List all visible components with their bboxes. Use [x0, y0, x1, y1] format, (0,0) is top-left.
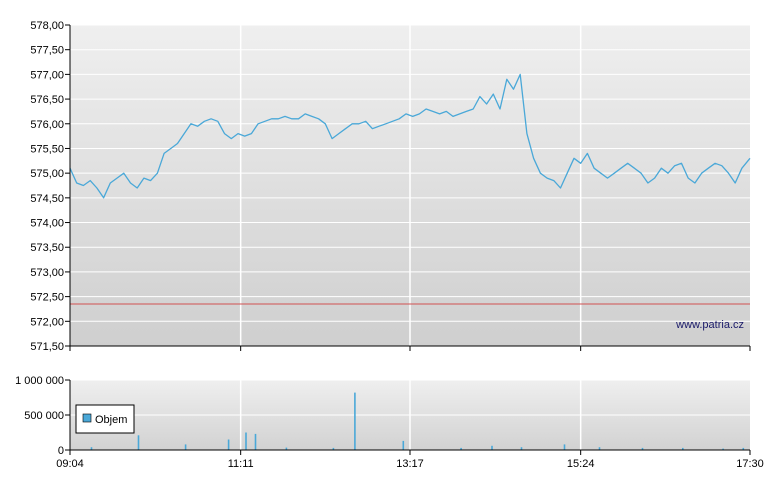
volume-legend: Objem [75, 404, 135, 434]
price-y-tick-label: 572,50 [30, 292, 64, 304]
price-y-tick-label: 576,50 [30, 94, 64, 106]
price-y-tick-label: 574,50 [30, 193, 64, 205]
volume-bar [682, 447, 684, 450]
volume-bar [354, 392, 356, 450]
volume-bar [137, 435, 140, 450]
volume-bar [491, 445, 493, 450]
price-y-tick-label: 572,00 [30, 316, 64, 328]
time-x-tick-label: 11:11 [228, 458, 254, 470]
price-series-line [69, 73, 751, 199]
volume-bar [285, 447, 288, 450]
price-y-tick-label: 574,00 [30, 218, 64, 230]
price-y-tick-label: 571,50 [30, 341, 64, 353]
legend-label: Objem [95, 414, 127, 426]
volume-bar [722, 448, 724, 450]
watermark-text: www.patria.cz [675, 319, 744, 331]
price-y-tick-label: 577,50 [30, 45, 64, 57]
price-y-tick-label: 577,00 [30, 69, 64, 81]
volume-bar [520, 447, 523, 450]
volume-bar [563, 444, 566, 450]
time-x-tick-label: 13:17 [396, 458, 424, 470]
volume-y-tick-label: 0 [58, 445, 64, 457]
volume-bar [90, 447, 93, 450]
volume-y-tick-label: 500 000 [24, 410, 64, 422]
volume-bar [332, 447, 335, 450]
price-panel: 578,00 577,50 577,00 576,50 576,00 575,50 575,… [30, 20, 751, 353]
volume-bar [641, 447, 644, 450]
volume-panel: 1 000 000 500 000 009:04 11:11 13:17 15:24 17:… [15, 375, 764, 470]
volume-bar [227, 439, 230, 450]
price-y-tick-label: 578,00 [30, 20, 64, 32]
volume-bar [598, 447, 601, 450]
volume-bar [742, 447, 745, 450]
time-x-tick-label: 17:30 [736, 458, 764, 470]
price-y-tick-label: 575,50 [30, 143, 64, 155]
volume-y-tick-label: 1 000 000 [15, 375, 64, 387]
time-x-tick-label: 15:24 [567, 458, 595, 470]
price-y-tick-label: 573,00 [30, 267, 64, 279]
volume-bar [245, 432, 247, 450]
legend-swatch [82, 413, 92, 423]
volume-bar [184, 444, 187, 450]
volume-bar [460, 447, 462, 450]
price-y-tick-label: 575,00 [30, 168, 64, 180]
price-y-tick-label: 573,50 [30, 242, 64, 254]
volume-bar [402, 440, 405, 450]
price-y-tick-label: 576,00 [30, 119, 64, 131]
volume-bar [254, 433, 257, 450]
time-x-tick-label: 09:04 [56, 458, 84, 470]
